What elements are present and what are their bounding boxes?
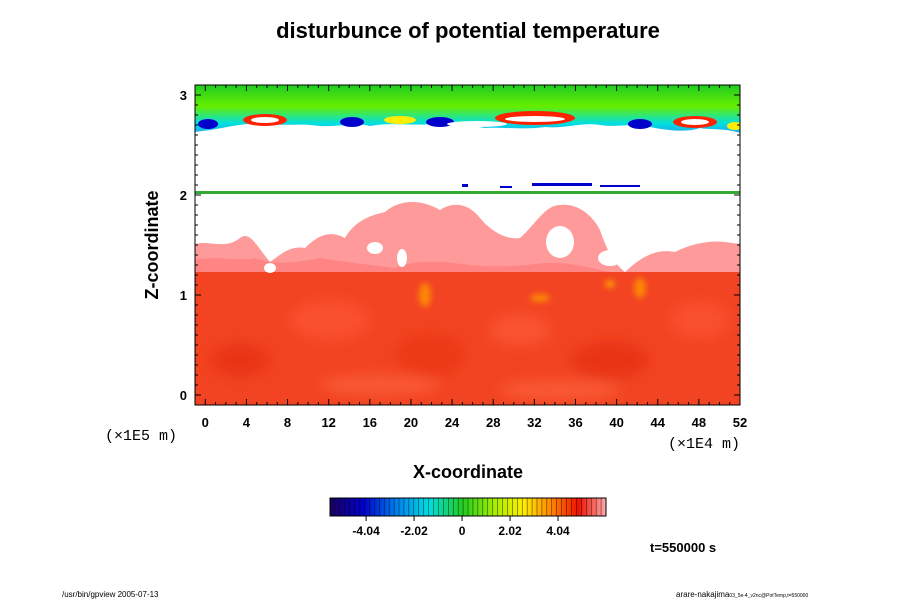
colorbar-ticks: -4.04 -2.02 0 2.02 4.04 xyxy=(334,498,602,538)
y-tick-label: 1 xyxy=(180,288,187,303)
x-tick-label: 0 xyxy=(202,415,209,430)
upper-layer-blobs xyxy=(198,111,740,130)
x-tick-label: 40 xyxy=(609,415,623,430)
interface-specks xyxy=(462,183,640,188)
time-annotation: t=550000 s xyxy=(650,540,716,555)
x-tick-label: 28 xyxy=(486,415,500,430)
x-axis-unit: (×1E4 m) xyxy=(668,436,740,453)
footer-right-sub: 03_5e-4_v2nc@PotTemp,t=550000 xyxy=(729,593,808,599)
y-axis-label: Z-coordinate xyxy=(142,190,162,299)
colorbar-tick-label: -4.04 xyxy=(352,524,380,538)
x-tick-label: 36 xyxy=(568,415,582,430)
mixing-layer-holes xyxy=(264,226,622,273)
chart-title: disturbunce of potential temperature xyxy=(276,18,660,43)
y-tick-label: 0 xyxy=(180,388,187,403)
footer-right-main: arare-nakajima xyxy=(676,590,730,599)
colorbar-tick-label: 0 xyxy=(459,524,466,538)
inversion-streaks xyxy=(419,278,646,307)
x-tick-label: 8 xyxy=(284,415,291,430)
y-tick-label: 2 xyxy=(180,188,187,203)
upper-layer xyxy=(195,85,740,133)
x-tick-label: 32 xyxy=(527,415,541,430)
lower-warm-layer xyxy=(195,272,740,405)
colorbar-tick-label: 4.04 xyxy=(546,524,570,538)
x-tick-label: 20 xyxy=(404,415,418,430)
heatmap-field xyxy=(195,85,740,405)
mixing-layer-inner xyxy=(195,258,610,272)
x-tick-label: 52 xyxy=(733,415,747,430)
y-axis-ticks: 0 1 2 3 xyxy=(180,88,740,403)
footer-left: /usr/bin/gpview 2005-07-13 xyxy=(62,590,159,599)
footer-right: arare-nakajima03_5e-4_v2nc@PotTemp,t=550… xyxy=(676,590,808,599)
y-tick-label: 3 xyxy=(180,88,187,103)
x-tick-label: 4 xyxy=(243,415,251,430)
x-axis-label: X-coordinate xyxy=(413,462,523,482)
y-axis-unit: (×1E5 m) xyxy=(105,428,177,445)
lower-layer-eddies xyxy=(210,300,730,400)
interface-line-z2 xyxy=(195,191,740,194)
x-axis-ticks: 0 4 8 12 16 20 24 28 32 36 40 44 48 52 xyxy=(202,85,747,430)
colorbar-tick-label: -2.02 xyxy=(400,524,428,538)
x-tick-label: 16 xyxy=(363,415,377,430)
x-tick-label: 48 xyxy=(692,415,706,430)
x-tick-label: 44 xyxy=(651,415,666,430)
x-tick-label: 12 xyxy=(321,415,335,430)
colorbar-tick-label: 2.02 xyxy=(498,524,522,538)
x-tick-label: 24 xyxy=(445,415,460,430)
